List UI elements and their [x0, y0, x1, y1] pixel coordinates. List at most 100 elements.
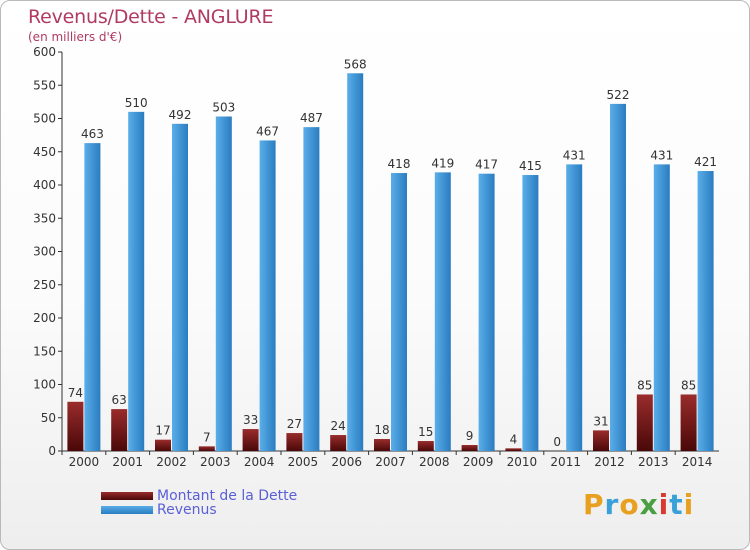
bar-dette [111, 409, 128, 451]
logo-letter: t [669, 488, 684, 521]
logo-letter: P [583, 488, 605, 521]
data-label-dette: 15 [418, 425, 433, 439]
data-label-revenus: 467 [256, 124, 279, 138]
bar-revenus [697, 171, 714, 451]
bar-revenus [566, 164, 583, 451]
bar-revenus [478, 173, 495, 451]
data-label-dette: 17 [155, 424, 170, 438]
bar-dette [67, 401, 84, 451]
data-label-dette: 85 [681, 378, 696, 392]
logo-letter: o [619, 488, 640, 521]
bar-dette [374, 439, 390, 451]
x-tick-label: 2011 [550, 455, 581, 469]
bar-dette [242, 429, 259, 451]
bar-dette [155, 439, 171, 451]
y-tick-label: 100 [33, 378, 56, 392]
legend-label-revenus: Revenus [157, 502, 217, 518]
legend-swatch-revenus [101, 506, 153, 514]
y-tick-label: 500 [33, 112, 56, 126]
bar-revenus [128, 111, 145, 451]
data-label-revenus: 510 [125, 96, 148, 110]
y-tick-label: 550 [33, 78, 56, 92]
y-tick-label: 0 [48, 444, 56, 458]
data-label-dette: 18 [374, 423, 389, 437]
chart-title: Revenus/Dette - ANGLURE [28, 6, 274, 28]
y-tick-label: 300 [33, 245, 56, 259]
data-label-revenus: 419 [431, 156, 454, 170]
bar-revenus [434, 172, 451, 452]
bar-revenus [522, 175, 539, 451]
x-tick-label: 2010 [507, 455, 538, 469]
data-label-dette: 74 [68, 386, 83, 400]
data-label-revenus: 463 [81, 127, 104, 141]
bar-revenus [303, 127, 320, 452]
data-label-revenus: 431 [650, 148, 673, 162]
data-label-revenus: 415 [519, 159, 542, 173]
x-tick-label: 2009 [463, 455, 494, 469]
bar-revenus [172, 123, 188, 451]
bar-revenus [84, 143, 101, 452]
bar-revenus [259, 140, 276, 451]
x-tick-label: 2013 [638, 455, 669, 469]
y-tick-label: 50 [41, 411, 56, 425]
bar-revenus [347, 73, 364, 451]
data-label-dette: 31 [593, 414, 608, 428]
data-label-dette: 0 [553, 435, 561, 449]
x-tick-label: 2003 [200, 455, 231, 469]
data-label-dette: 33 [243, 413, 258, 427]
bar-dette [505, 448, 522, 451]
x-tick-label: 2006 [331, 455, 362, 469]
legend-swatch-dette [101, 492, 153, 500]
data-label-dette: 9 [466, 429, 474, 443]
data-label-dette: 63 [112, 393, 127, 407]
y-tick-label: 250 [33, 278, 56, 292]
bar-revenus [653, 164, 670, 451]
y-tick-label: 600 [33, 45, 56, 59]
data-label-dette: 27 [287, 417, 302, 431]
data-label-revenus: 417 [475, 158, 498, 172]
proxiti-logo: Proxiti [583, 488, 694, 521]
x-tick-label: 2000 [69, 455, 100, 469]
x-tick-label: 2014 [682, 455, 713, 469]
bar-dette [198, 446, 215, 451]
bar-dette [461, 445, 478, 451]
x-tick-label: 2008 [419, 455, 450, 469]
data-label-revenus: 568 [344, 57, 367, 71]
legend-item-revenus: Revenus [101, 502, 217, 518]
bar-dette [593, 430, 609, 451]
bar-revenus [610, 103, 626, 452]
data-label-dette: 85 [637, 378, 652, 392]
data-label-revenus: 522 [607, 88, 630, 102]
y-tick-label: 350 [33, 211, 56, 225]
legend-label-dette: Montant de la Dette [157, 488, 298, 504]
bar-dette [286, 433, 303, 451]
data-label-revenus: 421 [694, 155, 717, 169]
x-tick-label: 2001 [112, 455, 143, 469]
x-tick-label: 2007 [375, 455, 406, 469]
x-tick-label: 2002 [156, 455, 187, 469]
x-tick-label: 2012 [594, 455, 625, 469]
bar-revenus [391, 173, 407, 451]
bar-dette [330, 435, 347, 451]
data-label-revenus: 492 [169, 108, 192, 122]
data-label-revenus: 503 [212, 101, 235, 115]
bar-revenus [215, 116, 232, 451]
bar-dette [636, 394, 653, 451]
y-tick-label: 400 [33, 178, 56, 192]
data-label-revenus: 487 [300, 111, 323, 125]
x-tick-label: 2004 [244, 455, 275, 469]
logo-letter: r [604, 488, 620, 521]
y-tick-label: 150 [33, 344, 56, 358]
bar-dette [680, 394, 697, 451]
data-label-dette: 24 [331, 419, 346, 433]
legend-item-dette: Montant de la Dette [101, 488, 297, 504]
x-tick-label: 2005 [288, 455, 319, 469]
data-label-dette: 4 [510, 432, 518, 446]
y-tick-label: 450 [33, 145, 56, 159]
logo-letter: i [658, 488, 670, 521]
logo-letter: i [683, 488, 695, 521]
data-label-revenus: 418 [388, 157, 411, 171]
chart-subtitle: (en milliers d'€) [28, 30, 123, 44]
